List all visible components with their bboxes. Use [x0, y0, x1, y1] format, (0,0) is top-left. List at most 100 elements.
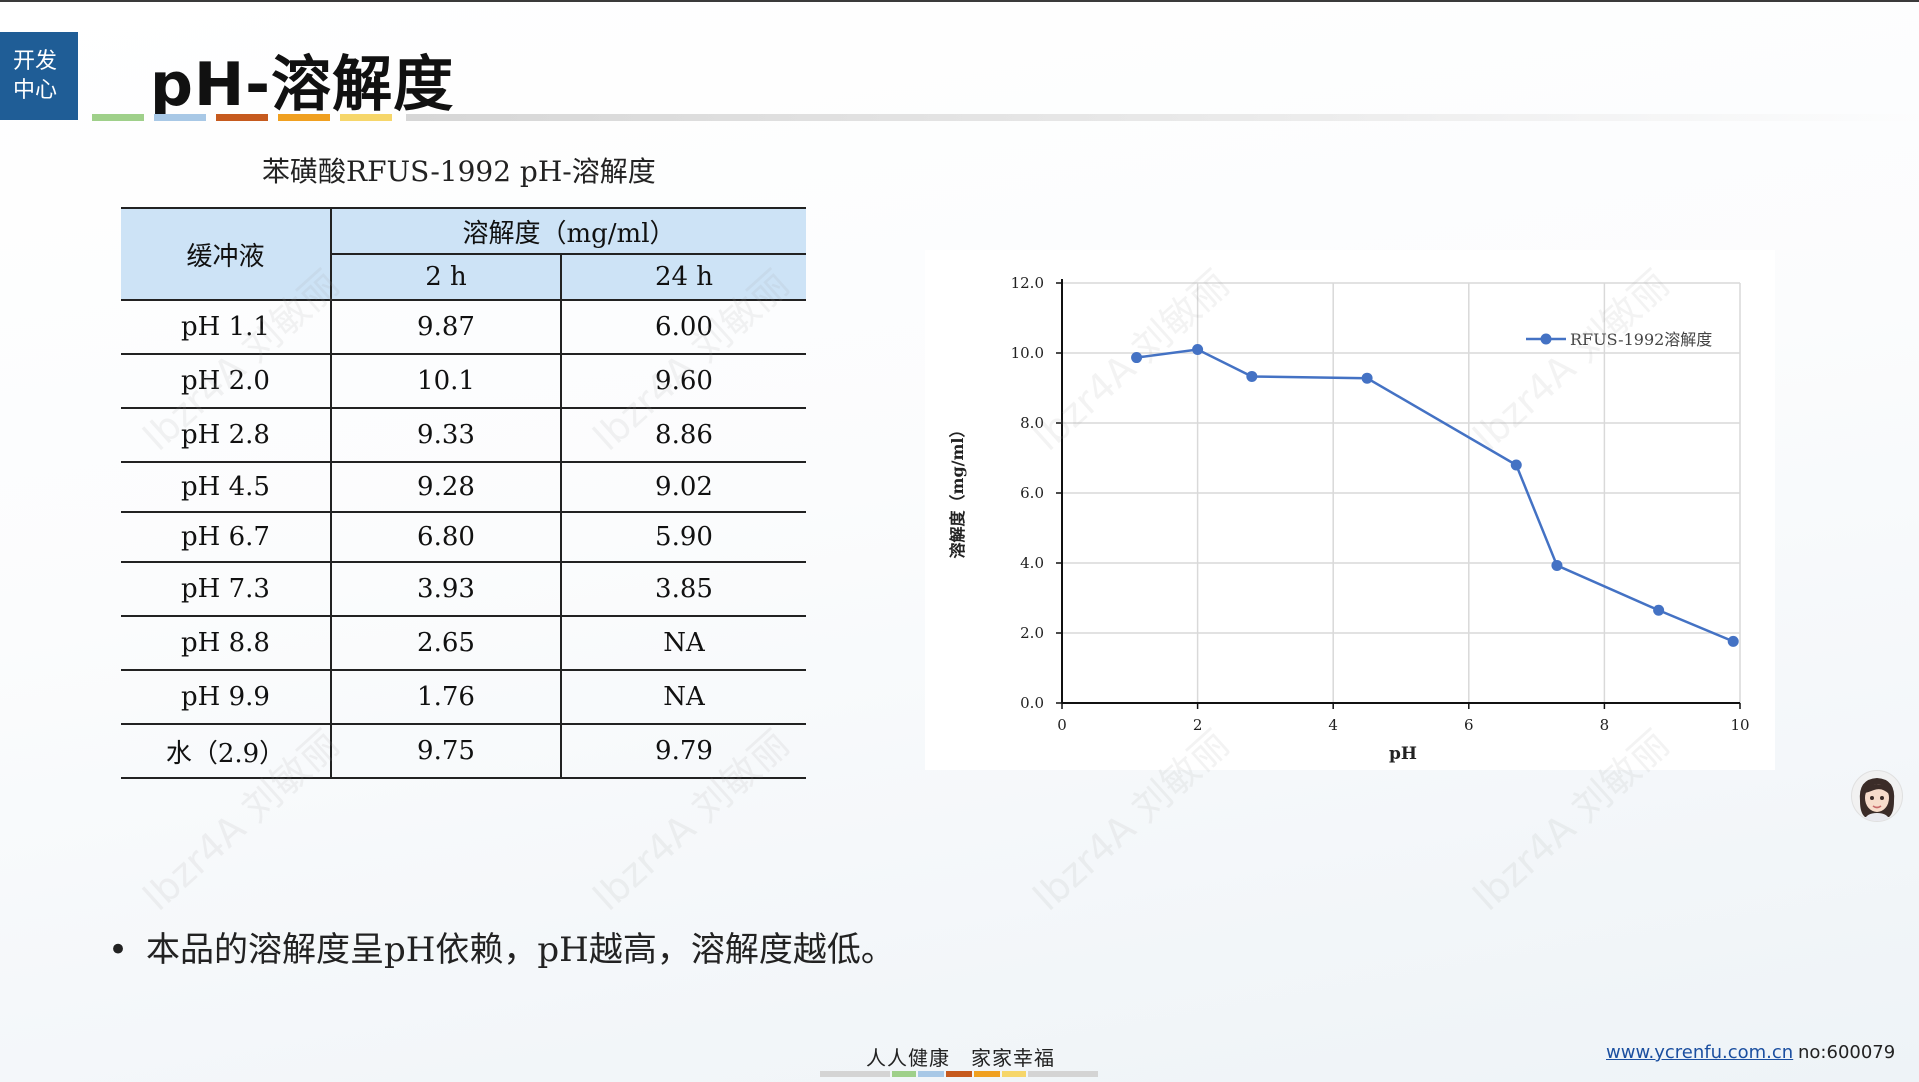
- legend-marker: [1540, 333, 1552, 345]
- accent-bar: [340, 114, 392, 121]
- header-24h: 24 h: [561, 254, 806, 301]
- y-tick-label: 6.0: [1020, 484, 1044, 502]
- cell-buffer: pH 2.8: [121, 408, 332, 463]
- x-axis-label: pH: [1389, 744, 1417, 764]
- y-tick-label: 12.0: [1011, 274, 1044, 292]
- data-point: [1246, 370, 1258, 382]
- footer-website-link[interactable]: www.ycrenfu.com.cn: [1606, 1042, 1794, 1063]
- data-point: [1361, 372, 1373, 384]
- footer-bar: [820, 1071, 890, 1077]
- table-row: pH 2.0 10.1 9.60: [121, 354, 806, 409]
- title-underline-rule: [406, 114, 1919, 121]
- chart-series: [1131, 344, 1739, 647]
- x-tick-label: 2: [1193, 716, 1203, 734]
- bullet-dot: •: [108, 930, 129, 970]
- avatar-icon[interactable]: [1851, 770, 1903, 822]
- y-tick-label: 10.0: [1011, 344, 1044, 362]
- y-axis-label: 溶解度（mg/ml）: [948, 422, 967, 559]
- x-tick-label: 8: [1600, 716, 1610, 734]
- page-title: pH-溶解度: [150, 50, 455, 120]
- footer-bar: [1002, 1071, 1026, 1077]
- data-point: [1131, 352, 1143, 364]
- y-tick-label: 8.0: [1020, 414, 1044, 432]
- cell-2h: 1.76: [331, 670, 562, 725]
- cell-24h: 6.00: [561, 300, 806, 355]
- chart-legend: RFUS-1992溶解度: [1526, 330, 1712, 349]
- chart-svg: 0 2 4 6 8 10 0.0 2.0 4.0 6.0 8.0 10.0 12.0 RFUS-1992…: [948, 274, 1750, 764]
- table-row: pH 1.1 9.87 6.00: [121, 300, 806, 355]
- cell-buffer: pH 6.7: [121, 512, 332, 563]
- cell-24h: 5.90: [561, 512, 806, 563]
- data-point: [1510, 459, 1522, 471]
- accent-bar: [216, 114, 268, 121]
- header-2h: 2 h: [331, 254, 562, 301]
- footer-bar: [918, 1071, 944, 1077]
- table-row: pH 4.5 9.28 9.02: [121, 462, 806, 513]
- table-row: pH 8.8 2.65 NA: [121, 616, 806, 671]
- x-tick-label: 10: [1730, 716, 1749, 734]
- y-tick-label: 0.0: [1020, 694, 1044, 712]
- header-solubility: 溶解度（mg/ml）: [331, 207, 806, 255]
- x-tick-label: 4: [1328, 716, 1338, 734]
- table-body: pH 1.1 9.87 6.00 pH 2.0 10.1 9.60 pH 2.8 9.33 8.…: [121, 300, 806, 779]
- x-tick-label: 6: [1464, 716, 1474, 734]
- footer-bar: [946, 1071, 972, 1077]
- x-tick-label: 0: [1057, 716, 1067, 734]
- cell-24h: NA: [561, 670, 806, 725]
- cell-24h: 3.85: [561, 562, 806, 617]
- footer-bar: [974, 1071, 1000, 1077]
- data-point: [1653, 604, 1665, 616]
- avatar-face-icon: [1859, 778, 1895, 821]
- dev-center-badge: 开发 中心: [0, 32, 78, 120]
- series-line: [1136, 348, 1734, 643]
- data-point: [1192, 344, 1204, 355]
- badge-line-1: 开发: [13, 49, 58, 74]
- chart-axes: [1056, 279, 1741, 709]
- cell-24h: NA: [561, 616, 806, 671]
- footer-bar: [1028, 1071, 1098, 1077]
- header-buffer: 缓冲液: [121, 207, 332, 301]
- cell-24h: 9.02: [561, 462, 806, 513]
- top-border: [0, 0, 1919, 2]
- badge-line-2: 中心: [13, 78, 58, 103]
- table-row: pH 6.7 6.80 5.90: [121, 512, 806, 563]
- cell-buffer: pH 9.9: [121, 670, 332, 725]
- footer-bar: [892, 1071, 916, 1077]
- cell-2h: 3.93: [331, 562, 562, 617]
- table-title: 苯磺酸RFUS-1992 pH-溶解度: [262, 155, 656, 188]
- data-point: [1551, 559, 1563, 571]
- solubility-chart: 0 2 4 6 8 10 0.0 2.0 4.0 6.0 8.0 10.0 12.0 RFUS-1992…: [925, 250, 1775, 770]
- cell-2h: 10.1: [331, 354, 562, 409]
- accent-bar: [92, 114, 144, 121]
- accent-bar: [154, 114, 206, 121]
- cell-2h: 6.80: [331, 512, 562, 563]
- conclusion-text: 本品的溶解度呈pH依赖，pH越高，溶解度越低。: [146, 930, 895, 970]
- solubility-table: 缓冲液 溶解度（mg/ml） 2 h 24 h pH 1.1 9.87 6.00 pH…: [121, 207, 806, 779]
- cell-2h: 9.87: [331, 300, 562, 355]
- cell-buffer: pH 1.1: [121, 300, 332, 355]
- y-tick-label: 2.0: [1020, 624, 1044, 642]
- table-row: 水（2.9） 9.75 9.79: [121, 724, 806, 779]
- cell-24h: 9.79: [561, 724, 806, 779]
- footer-stock-number: no:600079: [1798, 1042, 1896, 1063]
- cell-buffer: pH 7.3: [121, 562, 332, 617]
- chart-tick-labels: 0 2 4 6 8 10 0.0 2.0 4.0 6.0 8.0 10.0 12.0: [1011, 274, 1750, 734]
- cell-buffer: 水（2.9）: [121, 724, 332, 779]
- cell-2h: 2.65: [331, 616, 562, 671]
- table-row: pH 9.9 1.76 NA: [121, 670, 806, 725]
- cell-buffer: pH 2.0: [121, 354, 332, 409]
- cell-2h: 9.28: [331, 462, 562, 513]
- table-row: pH 2.8 9.33 8.86: [121, 408, 806, 463]
- cell-24h: 8.86: [561, 408, 806, 463]
- chart-grid: [1062, 282, 1741, 703]
- cell-24h: 9.60: [561, 354, 806, 409]
- data-point: [1727, 635, 1739, 647]
- cell-buffer: pH 8.8: [121, 616, 332, 671]
- conclusion-bullet: • 本品的溶解度呈pH依赖，pH越高，溶解度越低。: [108, 922, 895, 971]
- footer-slogan: 人人健康 家家幸福: [866, 1046, 1055, 1070]
- y-tick-label: 4.0: [1020, 554, 1044, 572]
- table-row: pH 7.3 3.93 3.85: [121, 562, 806, 617]
- cell-2h: 9.75: [331, 724, 562, 779]
- accent-bar: [278, 114, 330, 121]
- cell-buffer: pH 4.5: [121, 462, 332, 513]
